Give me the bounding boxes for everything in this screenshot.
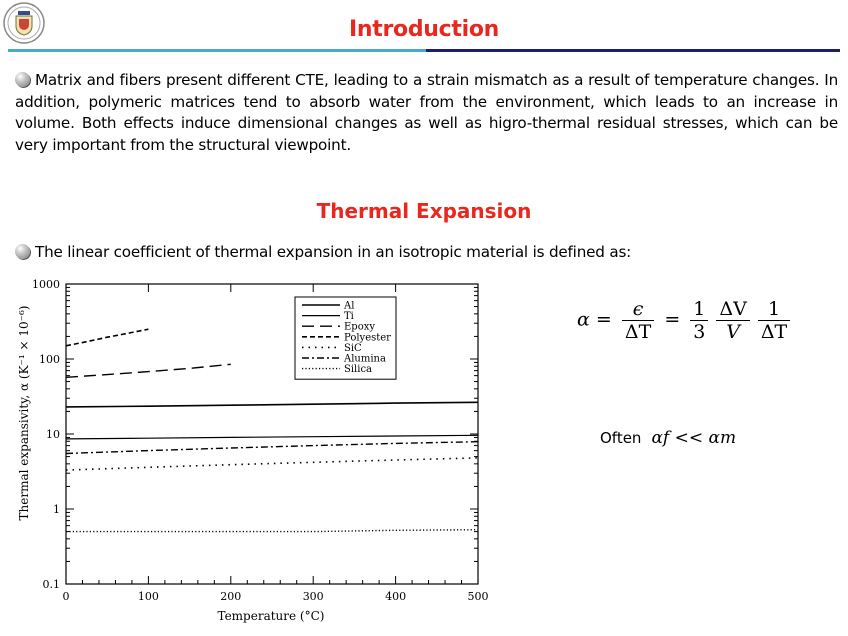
page-title: Introduction — [348, 17, 499, 42]
intro-paragraph: Matrix and fibers present different CTE,… — [15, 70, 838, 156]
series-line-al — [65, 401, 479, 408]
legend-label: Epoxy — [344, 322, 375, 333]
legend-label: Silica — [344, 364, 372, 375]
x-tick-label: 300 — [303, 590, 324, 603]
definition-text: The linear coefficient of thermal expans… — [35, 243, 632, 261]
formula-one-2: 1 — [757, 298, 791, 321]
definition-paragraph: The linear coefficient of thermal expans… — [15, 242, 838, 264]
often-note: Often αf << αm — [600, 428, 736, 448]
intro-text: Matrix and fibers present different CTE,… — [15, 71, 838, 154]
formula-epsilon: ϵ — [621, 298, 655, 321]
plot-frame — [65, 283, 479, 585]
legend-box — [294, 296, 397, 380]
series-line-ti — [65, 434, 479, 440]
formula-alpha: α — [577, 308, 590, 331]
bullet-icon — [15, 244, 30, 259]
cte-formula: α = ϵ ΔT = 1 3 ΔV V 1 ΔT — [577, 298, 794, 343]
university-crest-icon — [3, 2, 45, 44]
series-line-polyester — [65, 328, 149, 347]
often-label: Often — [600, 429, 642, 447]
section-title: Thermal Expansion — [316, 199, 532, 223]
title-divider — [8, 49, 840, 52]
bullet-icon — [15, 72, 30, 87]
y-tick-label: 1 — [53, 503, 60, 516]
x-tick-label: 200 — [220, 590, 241, 603]
formula-delta-t: ΔT — [624, 321, 652, 343]
often-math: αf << αm — [651, 428, 737, 448]
y-tick-label: 100 — [39, 353, 60, 366]
x-axis-label: Temperature (°C) — [218, 609, 325, 623]
series-line-sic — [65, 457, 479, 471]
x-tick-label: 100 — [138, 590, 159, 603]
series-line-alumina — [65, 441, 479, 455]
formula-one: 1 — [690, 298, 709, 321]
x-tick-label: 400 — [385, 590, 406, 603]
x-tick-label: 500 — [468, 590, 489, 603]
y-axis-label: Thermal expansivity, α (K⁻¹ × 10⁻⁶) — [17, 306, 31, 521]
thermal-expansion-chart: 0.1 1 10 100 1000 0 100 200 300 400 500 AlTiEpoxyP… — [17, 278, 489, 623]
legend-label: Alumina — [343, 354, 386, 365]
formula-three: 3 — [693, 321, 706, 343]
legend-label: SiC — [344, 343, 362, 354]
y-tick-label: 0.1 — [43, 578, 61, 591]
series-line-epoxy — [65, 363, 231, 378]
series-line-silica — [66, 529, 479, 533]
x-tick-label: 0 — [63, 590, 70, 603]
formula-v: V — [726, 321, 740, 343]
formula-equals-2: = — [664, 308, 681, 331]
legend-label: Al — [343, 301, 354, 312]
y-tick-label: 10 — [46, 428, 60, 441]
legend-label: Polyester — [344, 332, 391, 343]
formula-delta-v: ΔV — [716, 298, 750, 321]
formula-equals: = — [595, 308, 612, 331]
y-tick-label: 1000 — [32, 278, 60, 291]
legend-label: Ti — [344, 311, 354, 322]
formula-delta-t-2: ΔT — [760, 321, 788, 343]
